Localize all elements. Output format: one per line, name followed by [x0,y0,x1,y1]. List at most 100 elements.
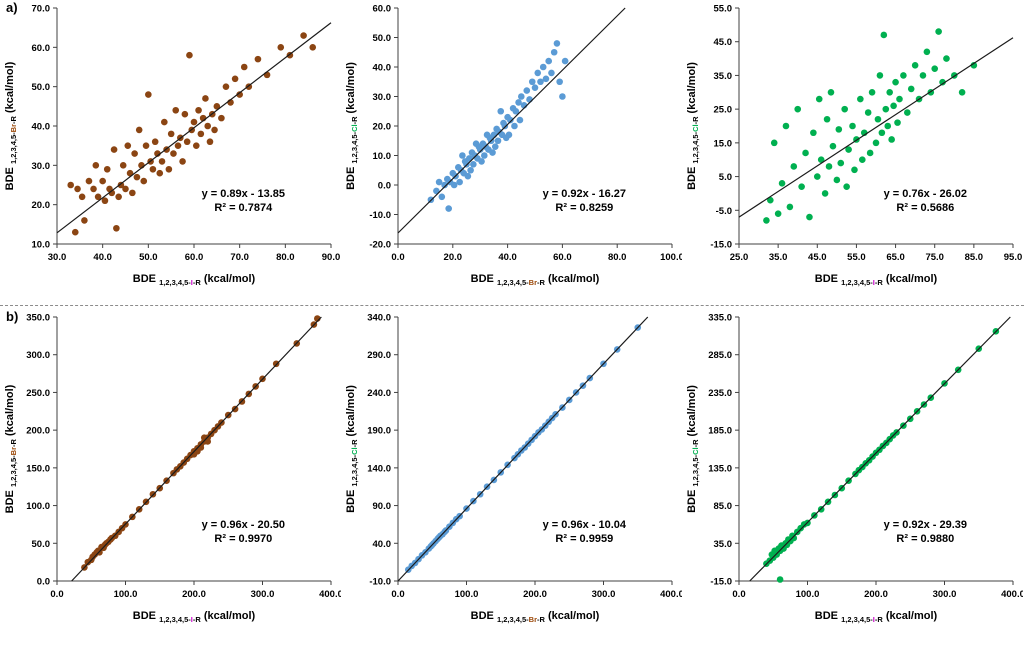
svg-text:30.0: 30.0 [31,161,50,172]
svg-text:100.0: 100.0 [795,589,819,600]
svg-text:290.0: 290.0 [367,350,391,361]
svg-text:80.0: 80.0 [276,252,295,263]
svg-text:0.0: 0.0 [377,181,390,192]
svg-text:335.0: 335.0 [708,313,732,324]
svg-text:R² = 0.9880: R² = 0.9880 [896,533,954,545]
scatter-plot-a1: 30.0 40.0 50.0 60.0 70.0 80.0 90.0 10.0 20.0 30.0… [4,4,340,288]
svg-text:10.0: 10.0 [31,240,50,251]
svg-text:140.0: 140.0 [367,463,391,474]
svg-text:-15.0: -15.0 [710,577,732,588]
svg-text:55.0: 55.0 [847,252,866,263]
svg-text:20.0: 20.0 [31,200,50,211]
scatter-chart-b1: 0.0 100.0 200.0 300.0 400.0 0.0 50.0 100.0 150.0… [0,309,341,639]
scatter-chart-a2: 0.0 20.0 40.0 60.0 80.0 100.0 -20.0 -10.0 0.0 10.… [341,0,682,302]
svg-text:-5.0: -5.0 [715,206,731,217]
svg-text:100.0: 100.0 [26,501,50,512]
scatter-plot-a2: 0.0 20.0 40.0 60.0 80.0 100.0 -20.0 -10.0 0.0 10.… [345,4,682,288]
svg-text:25.0: 25.0 [729,252,748,263]
scatter-plot-a3: 25.0 35.0 45.0 55.0 65.0 75.0 85.0 95.0 -15.0 -5.… [686,4,1022,288]
svg-text:R² = 0.8259: R² = 0.8259 [555,202,613,214]
svg-text:90.0: 90.0 [372,501,391,512]
svg-text:60.0: 60.0 [553,252,572,263]
svg-text:35.0: 35.0 [768,252,787,263]
svg-text:200.0: 200.0 [523,589,547,600]
svg-text:50.0: 50.0 [31,539,50,550]
scatter-plot-b1: 0.0 100.0 200.0 300.0 400.0 0.0 50.0 100.0 150.0… [4,313,341,625]
svg-text:240.0: 240.0 [367,388,391,399]
svg-text:350.0: 350.0 [26,313,50,324]
svg-text:300.0: 300.0 [591,589,615,600]
svg-text:0.0: 0.0 [391,589,404,600]
svg-text:BDE 1,2,3,4,5-Cl-R (kcal/mol): BDE 1,2,3,4,5-Cl-R (kcal/mol) [345,62,359,190]
svg-text:-15.0: -15.0 [710,240,732,251]
svg-text:15.0: 15.0 [713,138,732,149]
svg-text:BDE 1,2,3,4,5-Br-R (kcal/mol): BDE 1,2,3,4,5-Br-R (kcal/mol) [4,384,18,513]
charts-row-a: 30.0 40.0 50.0 60.0 70.0 80.0 90.0 10.0 20.0 30.0… [0,0,1024,302]
scatter-chart-a1: 30.0 40.0 50.0 60.0 70.0 80.0 90.0 10.0 20.0 30.0… [0,0,341,302]
svg-text:25.0: 25.0 [713,105,732,116]
svg-text:300.0: 300.0 [26,350,50,361]
svg-text:0.0: 0.0 [732,589,745,600]
scatter-plot-b3: 0.0 100.0 200.0 300.0 400.0 -15.0 35.0 85.0 135.… [686,313,1023,625]
svg-text:185.0: 185.0 [708,426,732,437]
svg-text:80.0: 80.0 [607,252,626,263]
svg-text:85.0: 85.0 [713,501,732,512]
svg-text:70.0: 70.0 [31,4,50,15]
svg-text:BDE 1,2,3,4,5-I-R (kcal/mol): BDE 1,2,3,4,5-I-R (kcal/mol) [132,610,255,624]
svg-text:200.0: 200.0 [182,589,206,600]
svg-text:BDE 1,2,3,4,5-Br-R (kcal/mol): BDE 1,2,3,4,5-Br-R (kcal/mol) [470,273,599,287]
svg-text:285.0: 285.0 [708,350,732,361]
svg-text:200.0: 200.0 [864,589,888,600]
svg-text:20.0: 20.0 [443,252,462,263]
svg-text:100.0: 100.0 [113,589,137,600]
svg-text:400.0: 400.0 [660,589,682,600]
charts-row-b: 0.0 100.0 200.0 300.0 400.0 0.0 50.0 100.0 150.0… [0,309,1024,639]
svg-text:5.0: 5.0 [718,172,731,183]
svg-text:60.0: 60.0 [372,4,391,15]
svg-text:-20.0: -20.0 [369,240,391,251]
svg-text:65.0: 65.0 [886,252,905,263]
panel-a: a) 30.0 40.0 50.0 60.0 70.0 80.0 90.0 10.0 20.0 3… [0,0,1024,302]
svg-text:BDE 1,2,3,4,5-Cl-R (kcal/mol): BDE 1,2,3,4,5-Cl-R (kcal/mol) [686,385,700,513]
svg-text:50.0: 50.0 [31,82,50,93]
svg-text:45.0: 45.0 [713,37,732,48]
panel-divider [0,305,1024,306]
svg-text:190.0: 190.0 [367,426,391,437]
panel-label-a: a) [6,0,18,15]
svg-text:BDE 1,2,3,4,5-Cl-R (kcal/mol): BDE 1,2,3,4,5-Cl-R (kcal/mol) [345,385,359,513]
svg-text:200.0: 200.0 [26,426,50,437]
svg-text:y = 0.96x - 20.50: y = 0.96x - 20.50 [201,519,284,531]
svg-text:250.0: 250.0 [26,388,50,399]
svg-text:40.0: 40.0 [372,63,391,74]
svg-text:50.0: 50.0 [372,33,391,44]
svg-text:20.0: 20.0 [372,122,391,133]
svg-text:R² = 0.9959: R² = 0.9959 [555,533,613,545]
svg-text:y = 0.76x - 26.02: y = 0.76x - 26.02 [883,188,966,200]
svg-text:100.0: 100.0 [454,589,478,600]
svg-text:135.0: 135.0 [708,463,732,474]
svg-text:R² = 0.9970: R² = 0.9970 [214,533,272,545]
svg-text:50.0: 50.0 [139,252,158,263]
svg-text:90.0: 90.0 [321,252,340,263]
svg-text:300.0: 300.0 [932,589,956,600]
svg-text:y = 0.89x - 13.85: y = 0.89x - 13.85 [201,188,284,200]
scatter-chart-b3: 0.0 100.0 200.0 300.0 400.0 -15.0 35.0 85.0 135.… [682,309,1023,639]
svg-text:150.0: 150.0 [26,463,50,474]
svg-text:60.0: 60.0 [184,252,203,263]
svg-text:85.0: 85.0 [964,252,983,263]
svg-text:60.0: 60.0 [31,43,50,54]
svg-text:300.0: 300.0 [250,589,274,600]
svg-text:235.0: 235.0 [708,388,732,399]
svg-text:100.0: 100.0 [660,252,682,263]
svg-text:55.0: 55.0 [713,4,732,15]
scatter-chart-a3: 25.0 35.0 45.0 55.0 65.0 75.0 85.0 95.0 -15.0 -5.… [682,0,1023,302]
svg-text:-10.0: -10.0 [369,210,391,221]
scatter-chart-b2: 0.0 100.0 200.0 300.0 400.0 -10.0 40.0 90.0 140.… [341,309,682,639]
svg-text:30.0: 30.0 [47,252,66,263]
svg-text:0.0: 0.0 [391,252,404,263]
svg-text:BDE 1,2,3,4,5-I-R (kcal/mol): BDE 1,2,3,4,5-I-R (kcal/mol) [814,273,937,287]
svg-text:45.0: 45.0 [808,252,827,263]
svg-text:BDE 1,2,3,4,5-Cl-R (kcal/mol): BDE 1,2,3,4,5-Cl-R (kcal/mol) [686,62,700,190]
svg-text:40.0: 40.0 [372,539,391,550]
svg-text:y = 0.92x - 16.27: y = 0.92x - 16.27 [542,188,625,200]
